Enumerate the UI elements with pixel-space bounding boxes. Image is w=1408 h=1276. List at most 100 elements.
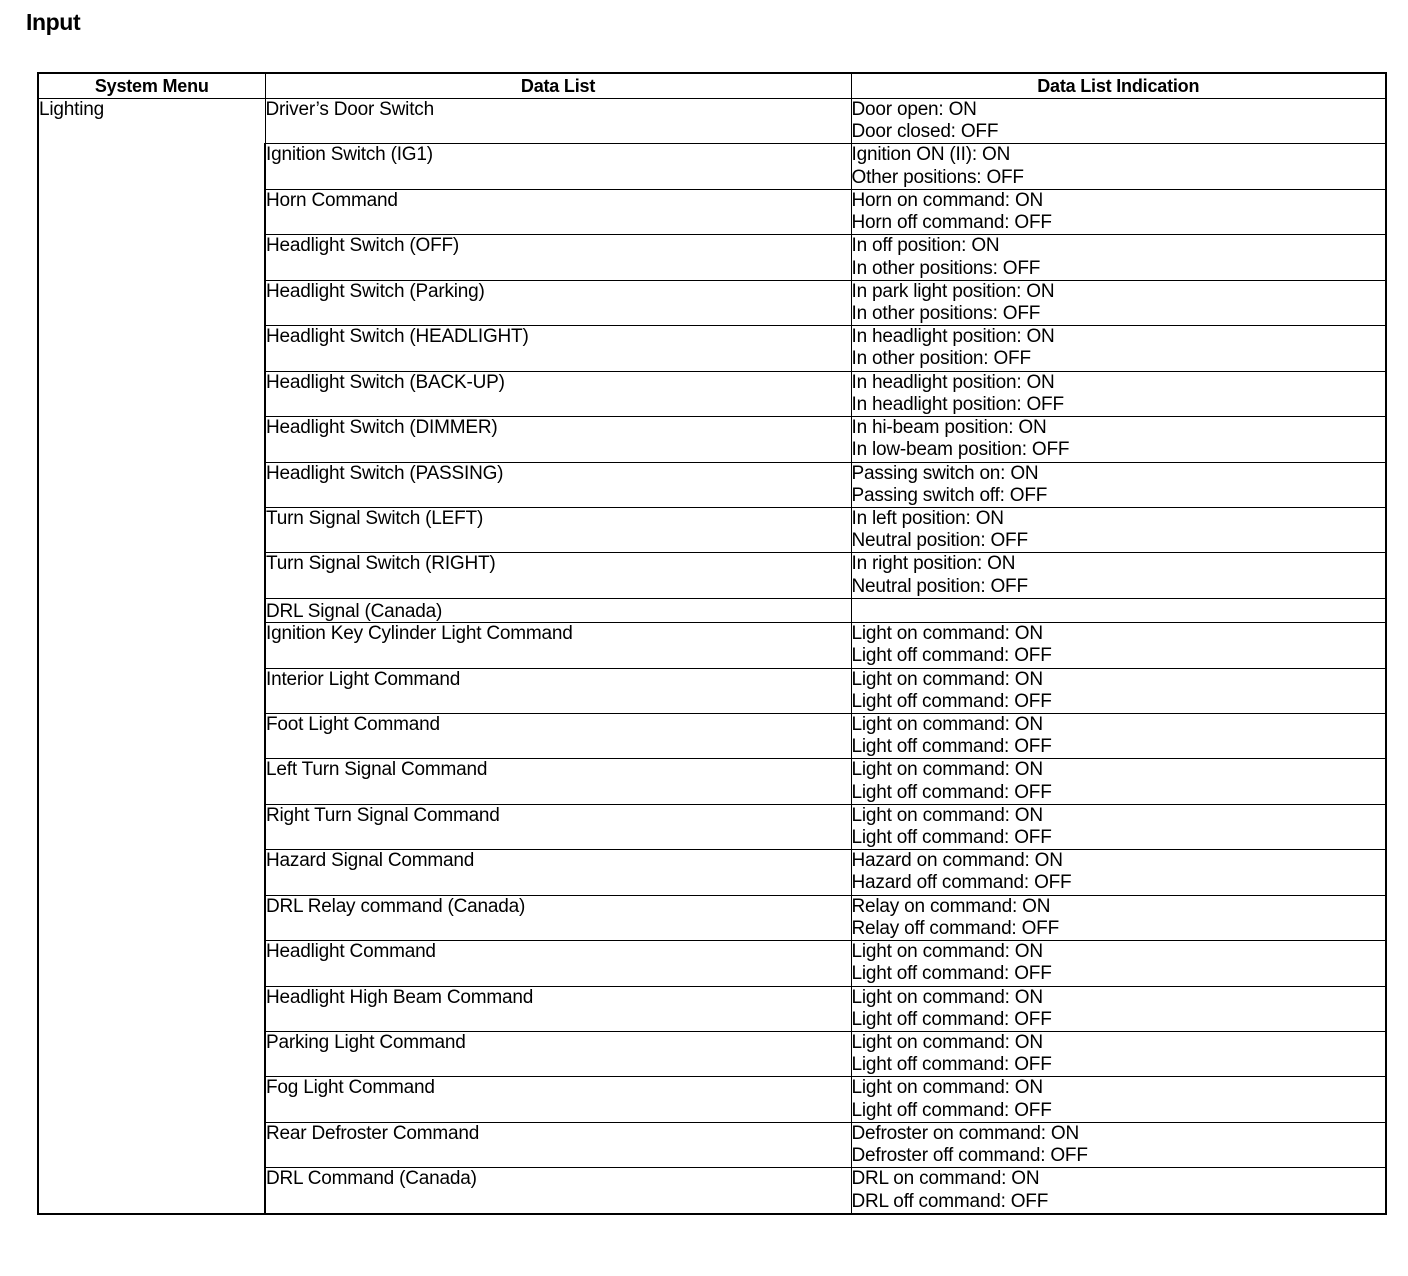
indication-line: In right position: ON (851, 553, 1016, 575)
data-list-cell: Left Turn Signal Command (264, 758, 852, 805)
table-row: Headlight Switch (PASSING) Passing switch… (38, 461, 1387, 508)
indication-line: Horn off command: OFF (851, 212, 1052, 234)
data-list-cell: Headlight Command (264, 940, 852, 987)
indication-line: In other positions: OFF (851, 257, 1041, 279)
indication-line: Light on command: ON (851, 713, 1044, 735)
indication-line: In headlight position: ON (851, 371, 1055, 393)
data-list-cell: DRL Relay command (Canada) (264, 894, 852, 942)
data-list-indication-cell: Hazard on command: ON Hazard off command:… (850, 849, 1387, 896)
data-list-indication-cell (850, 597, 1387, 624)
table-row: Headlight Switch (Parking) In park light … (38, 279, 1387, 327)
data-list-cell: DRL Command (Canada) (264, 1167, 852, 1215)
column-header-system-menu: System Menu (37, 72, 266, 99)
data-list-indication-cell: Defroster on command: ON Defroster off co… (850, 1121, 1387, 1169)
table-row: Headlight Switch (HEADLIGHT) In headlight… (38, 325, 1387, 372)
data-list-indication-cell: Light on command: ON Light off command: O… (850, 667, 1387, 714)
table-row: Parking Light Command Light on command: O… (38, 1031, 1387, 1078)
indication-line: DRL off command: OFF (851, 1190, 1049, 1212)
data-list-cell: Fog Light Command (264, 1076, 852, 1123)
table-row: Headlight Switch (DIMMER) In hi-beam posi… (38, 416, 1387, 463)
data-list-cell: Horn Command (264, 188, 852, 236)
data-list-cell: Headlight High Beam Command (264, 985, 852, 1033)
data-list-cell: Turn Signal Switch (LEFT) (264, 506, 852, 554)
data-list-cell: Foot Light Command (264, 712, 852, 760)
data-list-cell: Hazard Signal Command (264, 849, 852, 896)
indication-line: Light off command: OFF (851, 963, 1052, 985)
data-list-indication-cell: DRL on command: ON DRL off command: OFF (850, 1167, 1387, 1215)
indication-line: Light on command: ON (851, 986, 1044, 1008)
indication-line: In hi-beam position: ON (851, 417, 1047, 439)
table-row: Horn Command Horn on command: ON Horn off … (38, 188, 1387, 236)
indication-line: In other positions: OFF (851, 302, 1041, 324)
indication-line: Other positions: OFF (851, 166, 1025, 188)
data-list-indication-cell: Horn on command: ON Horn off command: OFF (850, 188, 1387, 236)
indication-line: Light off command: OFF (851, 645, 1052, 667)
indication-line: Neutral position: OFF (851, 575, 1029, 597)
indication-line: Hazard on command: ON (851, 850, 1063, 872)
data-list-indication-cell: Ignition ON (II): ON Other positions: OFF (850, 143, 1387, 190)
indication-line: Defroster off command: OFF (851, 1145, 1088, 1167)
system-menu-cell: Lighting (37, 97, 266, 1215)
indication-line: Light on command: ON (851, 759, 1044, 781)
data-list-indication-cell: In park light position: ON In other posit… (850, 279, 1387, 327)
data-list-indication-cell: Light on command: ON Light off command: O… (850, 940, 1387, 987)
indication-line: Light on command: ON (851, 668, 1044, 690)
table-row: Hazard Signal Command Hazard on command: … (38, 849, 1387, 896)
indication-line: Light on command: ON (851, 804, 1044, 826)
data-list-cell: Parking Light Command (264, 1031, 852, 1078)
data-list-indication-cell: Light on command: ON Light off command: O… (850, 803, 1387, 851)
indication-line: Passing switch on: ON (851, 462, 1039, 484)
data-list-cell: Headlight Switch (PASSING) (264, 461, 852, 508)
data-table: System Menu Data List Data List Indicati… (37, 72, 1387, 1215)
indication-line: In off position: ON (851, 235, 1000, 257)
data-list-indication-cell: Light on command: ON Light off command: O… (850, 712, 1387, 760)
indication-line: Passing switch off: OFF (851, 484, 1048, 506)
indication-line: Light on command: ON (851, 623, 1044, 645)
indication-line: Light off command: OFF (851, 827, 1052, 849)
table-row: Lighting Driver’s Door Switch Door open: O… (37, 97, 1387, 1215)
data-list-cell: Headlight Switch (HEADLIGHT) (264, 325, 852, 372)
data-list-indication-cell: In headlight position: ON In other positi… (850, 325, 1387, 372)
table-row: Fog Light Command Light on command: ON Lig… (38, 1076, 1387, 1123)
table-row: Right Turn Signal Command Light on comman… (38, 803, 1387, 851)
data-list-cell: Headlight Switch (OFF) (264, 234, 852, 281)
input-data-list-table: System Menu Data List Data List Indicati… (37, 72, 1387, 1215)
indication-line: In headlight position: ON (851, 326, 1055, 348)
indication-line: Relay on command: ON (851, 895, 1051, 917)
data-list-cell: DRL Signal (Canada) (264, 597, 852, 624)
table-row: Turn Signal Switch (RIGHT) In right posit… (38, 552, 1387, 599)
indication-line: In park light position: ON (851, 280, 1055, 302)
indication-line: Light on command: ON (851, 1032, 1044, 1054)
table-row: Headlight Switch (OFF) In off position: O… (38, 234, 1387, 281)
data-list-cell: Headlight Switch (Parking) (264, 279, 852, 327)
data-list-cell: Driver’s Door Switch (264, 97, 852, 145)
data-list-indication-cell: In hi-beam position: ON In low-beam posit… (850, 416, 1387, 463)
indication-line: Horn on command: ON (851, 189, 1044, 211)
data-list-indication-cell: In headlight position: ON In headlight po… (850, 370, 1387, 418)
table-row: Rear Defroster Command Defroster on comma… (38, 1121, 1387, 1169)
indication-line: Door open: ON (851, 99, 977, 120)
data-list-indication-cell: Door open: ON Door closed: OFF (850, 97, 1387, 145)
indication-line: DRL on command: ON (851, 1168, 1040, 1190)
indication-line: Hazard off command: OFF (851, 872, 1072, 894)
table-row: Foot Light Command Light on command: ON Li… (38, 712, 1387, 760)
data-list-cell: Turn Signal Switch (RIGHT) (264, 552, 852, 599)
table-row: Headlight Command Light on command: ON Lig… (38, 940, 1387, 987)
data-list-indication-cell: Light on command: ON Light off command: O… (850, 622, 1387, 669)
data-list-indication-cell: Passing switch on: ON Passing switch off:… (850, 461, 1387, 508)
data-list-cell: Right Turn Signal Command (264, 803, 852, 851)
table-body: Lighting Driver’s Door Switch Door open: O… (37, 97, 1387, 1215)
table-row: Headlight High Beam Command Light on comm… (38, 985, 1387, 1033)
table-header: System Menu Data List Data List Indicati… (37, 72, 1387, 99)
indication-line: Light off command: OFF (851, 1054, 1052, 1076)
indication-line: Light off command: OFF (851, 781, 1052, 803)
indication-line: In low-beam position: OFF (851, 439, 1070, 461)
data-list-cell: Headlight Switch (DIMMER) (264, 416, 852, 463)
indication-line: Light off command: OFF (851, 736, 1052, 758)
data-list-indication-cell: Light on command: ON Light off command: O… (850, 1076, 1387, 1123)
data-list-indication-cell: Light on command: ON Light off command: O… (850, 1031, 1387, 1078)
data-list-cell: Headlight Switch (BACK-UP) (264, 370, 852, 418)
indication-line: Light off command: OFF (851, 1008, 1052, 1030)
data-list-indication-cell: Light on command: ON Light off command: O… (850, 758, 1387, 805)
indication-line: Light off command: OFF (851, 690, 1052, 712)
